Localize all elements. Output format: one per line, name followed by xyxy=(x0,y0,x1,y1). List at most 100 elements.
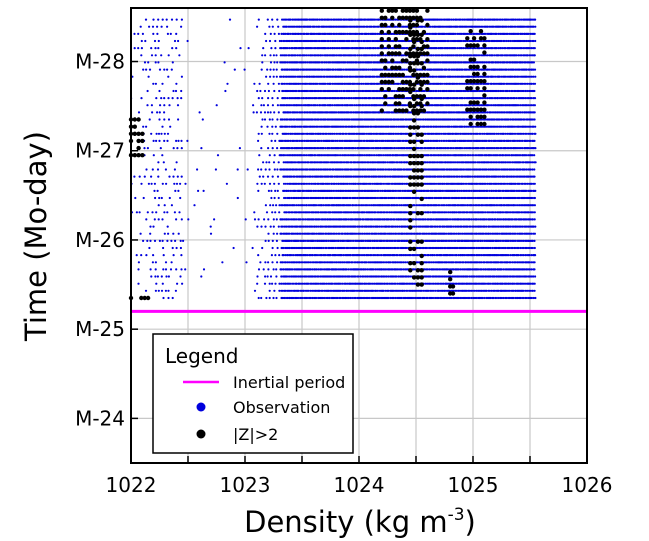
observation-point xyxy=(276,175,280,178)
observation-point xyxy=(534,296,537,300)
observation-point xyxy=(497,289,500,292)
observation-point xyxy=(481,239,484,242)
observation-point xyxy=(281,225,284,228)
observation-point xyxy=(317,211,320,214)
observation-point xyxy=(300,254,303,257)
observation-point xyxy=(500,196,503,200)
observation-point xyxy=(383,182,387,185)
observation-point xyxy=(347,289,350,292)
observation-point xyxy=(171,296,174,300)
observation-point xyxy=(172,175,175,178)
observation-point xyxy=(179,182,182,185)
observation-point xyxy=(432,282,435,285)
observation-point xyxy=(397,275,400,278)
observation-point xyxy=(176,175,179,178)
observation-point xyxy=(441,261,444,264)
observation-point xyxy=(484,211,487,214)
observation-point xyxy=(181,282,184,285)
observation-point xyxy=(134,196,137,200)
observation-point xyxy=(284,254,287,257)
observation-point xyxy=(362,239,365,242)
observation-point xyxy=(464,268,467,271)
observation-point xyxy=(409,282,412,285)
observation-point xyxy=(483,261,486,264)
observation-point xyxy=(156,275,159,278)
observation-point xyxy=(317,268,320,271)
observation-point xyxy=(495,296,499,300)
observation-point xyxy=(455,254,458,257)
observation-point xyxy=(493,275,496,278)
observation-point xyxy=(498,168,501,171)
observation-point xyxy=(438,139,441,142)
observation-point xyxy=(274,139,277,142)
observation-point xyxy=(271,132,274,135)
observation-point xyxy=(391,268,394,271)
observation-point xyxy=(315,204,318,207)
observation-point xyxy=(179,275,182,278)
observation-point xyxy=(299,282,303,285)
observation-point xyxy=(416,289,419,292)
observation-point xyxy=(412,218,415,221)
observation-point xyxy=(267,218,270,221)
observation-point xyxy=(517,254,520,257)
observation-point xyxy=(341,147,344,150)
observation-point xyxy=(150,132,153,135)
observation-point xyxy=(167,118,171,121)
observation-point xyxy=(153,239,157,242)
observation-point xyxy=(341,232,344,235)
observation-point xyxy=(369,282,373,285)
observation-point xyxy=(357,268,361,271)
observation-point xyxy=(318,289,321,292)
observation-point xyxy=(258,175,261,178)
observation-point xyxy=(427,289,430,292)
observation-point xyxy=(273,196,276,200)
observation-point xyxy=(358,254,361,257)
observation-point xyxy=(463,254,466,257)
observation-point xyxy=(152,139,155,142)
observation-point xyxy=(257,139,260,142)
observation-point xyxy=(362,296,365,300)
observation-point xyxy=(278,282,281,285)
observation-point xyxy=(175,161,178,164)
observation-point xyxy=(434,289,437,292)
observation-point xyxy=(461,147,464,150)
observation-point xyxy=(276,118,279,121)
observation-point xyxy=(500,268,503,271)
observation-point xyxy=(424,254,427,257)
observation-point xyxy=(309,268,312,271)
observation-point xyxy=(381,225,385,228)
observation-point xyxy=(440,275,443,278)
observation-point xyxy=(444,289,447,292)
observation-point xyxy=(513,282,516,285)
observation-point xyxy=(521,296,524,300)
observation-point xyxy=(263,118,267,121)
observation-point xyxy=(339,268,342,271)
observation-point xyxy=(533,175,536,178)
observation-point xyxy=(533,196,537,200)
observation-point xyxy=(508,154,511,157)
observation-point xyxy=(483,296,486,300)
observation-point xyxy=(197,189,200,192)
observation-point xyxy=(506,254,509,257)
observation-point xyxy=(246,168,249,171)
observation-point xyxy=(135,254,138,257)
observation-point xyxy=(257,268,261,271)
observation-point xyxy=(178,211,181,214)
observation-point xyxy=(419,296,422,300)
observation-point xyxy=(354,296,357,300)
observation-point xyxy=(365,282,368,285)
observation-point xyxy=(270,189,273,192)
observation-point xyxy=(436,225,439,228)
observation-point xyxy=(477,147,480,150)
observation-point xyxy=(529,168,532,171)
observation-point xyxy=(271,239,274,242)
observation-point xyxy=(149,268,152,271)
observation-point xyxy=(436,268,439,271)
observation-point xyxy=(323,296,326,300)
observation-point xyxy=(322,204,325,207)
observation-point xyxy=(322,147,325,150)
observation-point xyxy=(268,118,271,121)
observation-point xyxy=(390,168,393,171)
observation-point xyxy=(317,275,320,278)
observation-point xyxy=(158,239,161,242)
